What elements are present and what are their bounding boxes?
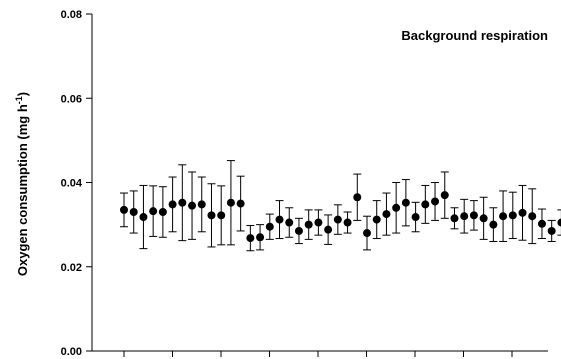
data-point xyxy=(411,213,420,222)
y-axis-label-superscript: -1 xyxy=(14,96,24,104)
data-point xyxy=(265,222,274,231)
data-point xyxy=(372,215,381,224)
data-point xyxy=(158,207,167,216)
data-point xyxy=(139,213,148,222)
data-point xyxy=(382,210,391,219)
y-axis-label-text: Oxygen consumption (mg h xyxy=(15,104,30,276)
data-point xyxy=(392,203,401,212)
data-point xyxy=(528,212,537,221)
data-points xyxy=(120,191,561,243)
y-axis-label: Oxygen consumption (mg h-1) xyxy=(14,92,30,276)
data-point xyxy=(236,199,245,208)
data-point xyxy=(518,208,527,217)
y-tick-label: 0.06 xyxy=(61,93,82,105)
data-point xyxy=(324,225,333,234)
data-point xyxy=(440,191,449,200)
data-point xyxy=(508,211,517,220)
data-point xyxy=(149,207,158,216)
y-tick-label: 0.02 xyxy=(61,262,82,274)
data-point xyxy=(353,193,362,202)
data-point xyxy=(256,233,265,242)
data-point xyxy=(304,220,313,229)
data-point xyxy=(275,215,284,224)
data-point xyxy=(333,215,342,224)
data-point xyxy=(168,200,177,209)
chart-annotation: Background respiration xyxy=(401,28,548,43)
data-point xyxy=(469,211,478,220)
data-point xyxy=(285,218,294,227)
data-point xyxy=(178,198,187,207)
data-point xyxy=(314,218,323,227)
data-point xyxy=(120,205,128,214)
data-point xyxy=(450,214,459,223)
data-point xyxy=(489,220,498,229)
data-point xyxy=(207,211,216,220)
y-tick-label: 0.08 xyxy=(61,9,82,21)
data-point xyxy=(294,226,303,235)
data-point xyxy=(226,198,235,207)
data-point xyxy=(363,229,371,238)
data-point xyxy=(499,212,508,221)
data-point xyxy=(460,212,469,221)
data-point xyxy=(421,200,430,209)
data-point xyxy=(217,211,226,220)
data-point xyxy=(557,218,561,227)
data-point xyxy=(129,207,138,216)
data-point xyxy=(431,197,440,206)
y-axis-label-close: ) xyxy=(15,92,30,96)
data-point xyxy=(401,198,410,207)
x-ticks xyxy=(123,351,513,357)
y-tick-label: 0.00 xyxy=(61,346,82,358)
data-point xyxy=(537,219,546,228)
data-point xyxy=(188,201,197,210)
error-bars xyxy=(120,160,561,252)
data-point xyxy=(246,234,255,243)
data-point xyxy=(343,218,352,227)
data-point xyxy=(479,214,488,223)
y-ticks: 0.00 0.02 0.04 0.06 0.08 xyxy=(61,9,92,358)
data-point xyxy=(547,226,556,235)
axes xyxy=(91,14,548,352)
data-point xyxy=(197,200,206,209)
y-tick-label: 0.04 xyxy=(61,178,83,190)
